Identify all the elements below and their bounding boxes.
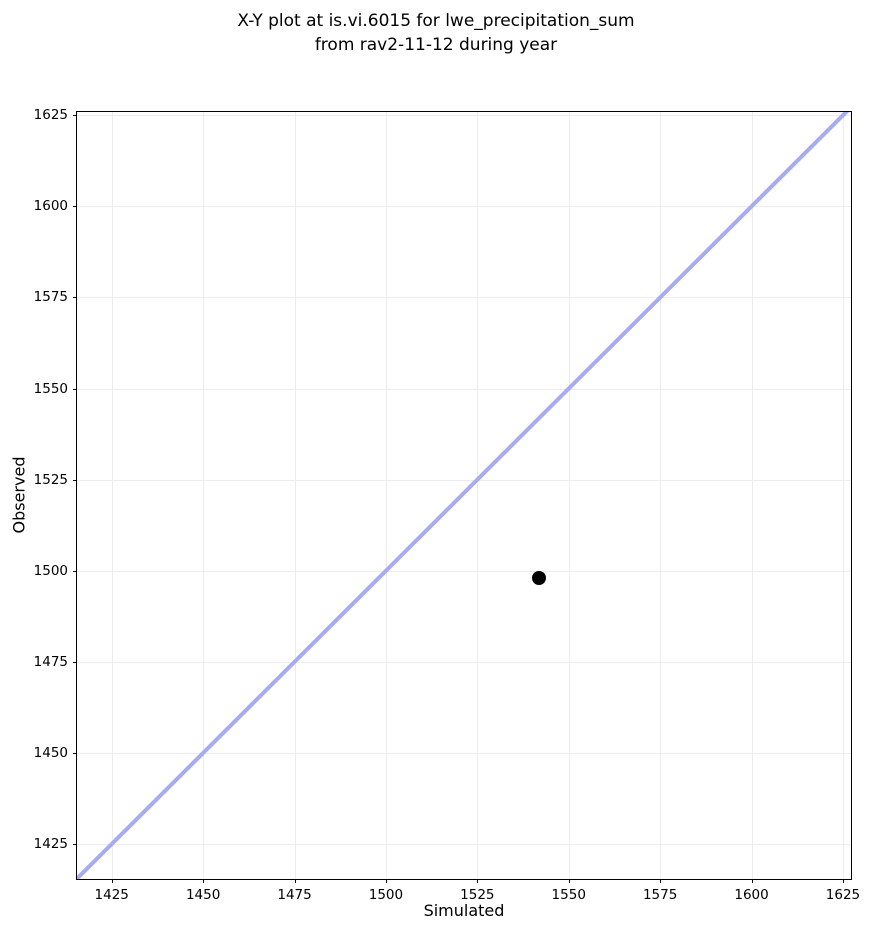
x-tick-label-1450: 1450 xyxy=(185,887,221,903)
x-tick-1550 xyxy=(568,879,570,883)
x-tick-1625 xyxy=(842,879,844,883)
identity-line xyxy=(77,112,851,879)
chart-title: X-Y plot at is.vi.6015 for lwe_precipita… xyxy=(0,9,872,57)
y-tick-label-1500: 1500 xyxy=(33,562,68,579)
chart-title-line1: X-Y plot at is.vi.6015 for lwe_precipita… xyxy=(237,11,635,31)
plot-area: 1425 1450 1475 1500 1525 1550 1575 1600 1625 1425… xyxy=(34,107,860,903)
y-axis-label: Observed xyxy=(9,456,29,534)
x-tick-1575 xyxy=(660,879,662,883)
y-tick-1425 xyxy=(73,844,77,846)
x-tick-label-1475: 1475 xyxy=(277,887,312,903)
x-tick-1525 xyxy=(477,879,479,883)
y-tick-label-1450: 1450 xyxy=(33,744,68,761)
gridline-x-1525 xyxy=(477,112,479,879)
data-point xyxy=(532,571,547,586)
gridline-x-1475 xyxy=(294,112,296,879)
x-tick-label-1500: 1500 xyxy=(368,887,404,903)
y-tick-1450 xyxy=(73,752,77,754)
x-tick-1500 xyxy=(385,879,387,883)
gridline-x-1425 xyxy=(111,112,113,879)
x-tick-label-1425: 1425 xyxy=(94,887,129,903)
gridline-x-1500 xyxy=(385,112,387,879)
gridline-x-1575 xyxy=(660,112,662,879)
x-tick-1475 xyxy=(294,879,296,883)
gridline-y-1575 xyxy=(77,297,851,299)
y-tick-label-1425: 1425 xyxy=(33,836,68,853)
x-tick-1450 xyxy=(203,879,205,883)
gridline-x-1625 xyxy=(842,112,844,879)
y-tick-1550 xyxy=(73,388,77,390)
identity-line-layer xyxy=(77,112,851,879)
x-tick-1425 xyxy=(111,879,113,883)
chart-title-line2: from rav2-11-12 during year xyxy=(314,35,558,55)
gridline-y-1425 xyxy=(77,844,851,846)
x-tick-1600 xyxy=(751,879,753,883)
gridline-y-1550 xyxy=(77,388,851,390)
gridline-x-1600 xyxy=(751,112,753,879)
y-tick-label-1525: 1525 xyxy=(33,471,68,488)
y-tick-label-1600: 1600 xyxy=(33,198,68,215)
y-tick-1575 xyxy=(73,297,77,299)
y-tick-1600 xyxy=(73,206,77,208)
x-tick-label-1600: 1600 xyxy=(734,887,769,903)
y-tick-label-1575: 1575 xyxy=(33,289,68,306)
gridline-y-1475 xyxy=(77,661,851,663)
gridline-y-1525 xyxy=(77,479,851,481)
y-tick-label-1475: 1475 xyxy=(33,653,68,670)
x-tick-label-1575: 1575 xyxy=(642,887,678,903)
y-tick-label-1550: 1550 xyxy=(33,380,68,397)
y-tick-1475 xyxy=(73,661,77,663)
gridline-y-1600 xyxy=(77,206,851,208)
y-tick-1525 xyxy=(73,479,77,481)
y-tick-1500 xyxy=(73,570,77,572)
gridline-x-1450 xyxy=(203,112,205,879)
x-tick-label-1625: 1625 xyxy=(825,887,861,903)
x-tick-label-1550: 1550 xyxy=(551,887,586,903)
x-axis-label: Simulated xyxy=(423,901,505,920)
y-tick-1625 xyxy=(73,115,77,117)
gridline-y-1625 xyxy=(77,115,851,117)
gridline-x-1550 xyxy=(568,112,570,879)
gridline-y-1450 xyxy=(77,752,851,754)
x-tick-label-1525: 1525 xyxy=(460,887,495,903)
gridline-y-1500 xyxy=(77,570,851,572)
y-tick-label-1625: 1625 xyxy=(33,107,68,124)
